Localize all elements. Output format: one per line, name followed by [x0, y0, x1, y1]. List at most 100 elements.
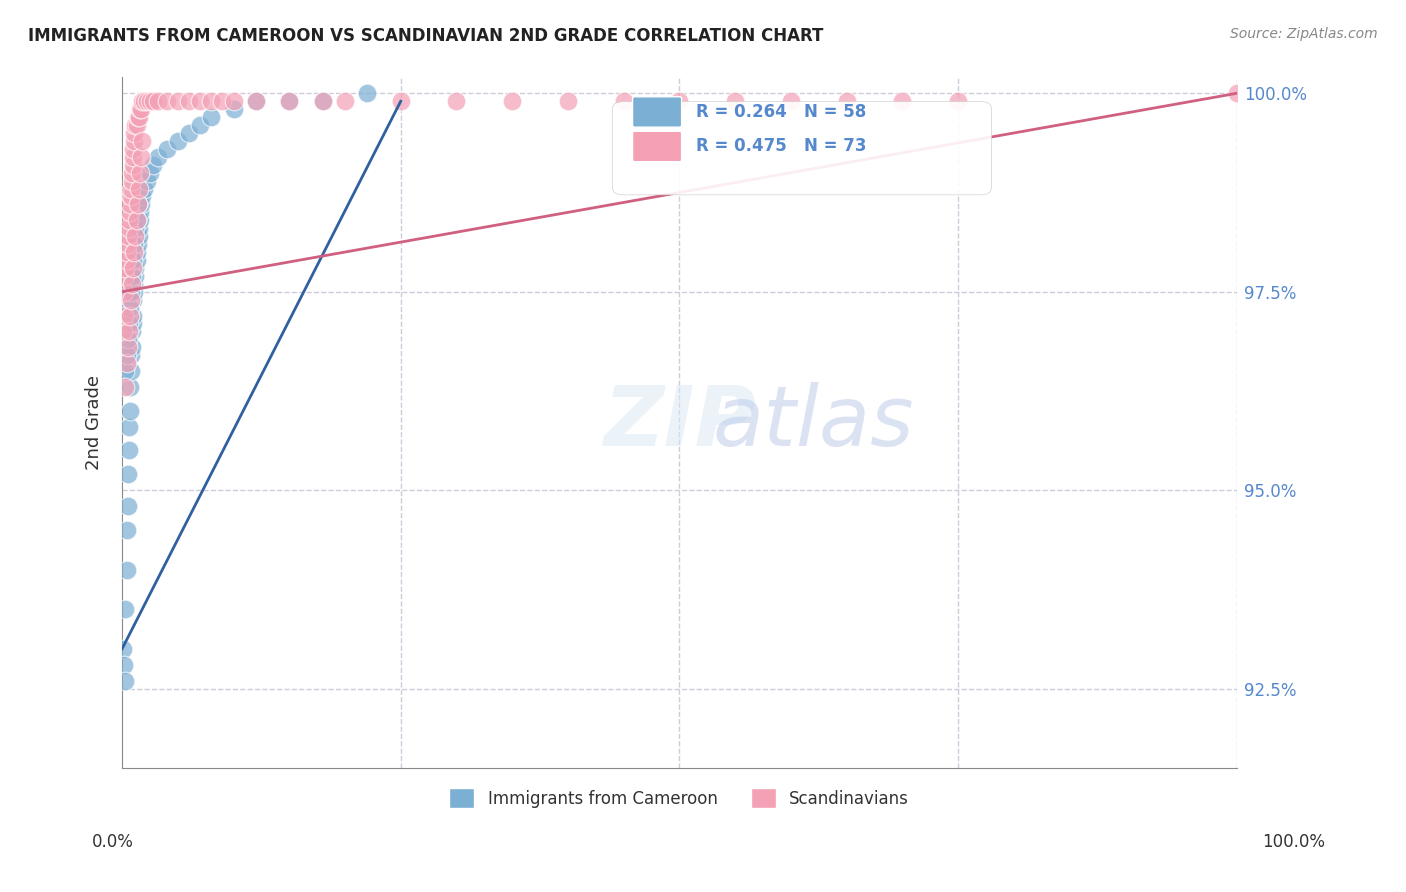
Point — [114, 602, 136, 616]
Point — [946, 95, 969, 109]
Point — [118, 404, 141, 418]
Point — [135, 95, 157, 109]
Point — [115, 356, 138, 370]
Point — [128, 110, 150, 124]
Text: IMMIGRANTS FROM CAMEROON VS SCANDINAVIAN 2ND GRADE CORRELATION CHART: IMMIGRANTS FROM CAMEROON VS SCANDINAVIAN… — [28, 27, 824, 45]
Point — [613, 95, 636, 109]
Point — [245, 95, 267, 109]
Point — [122, 158, 145, 172]
Point — [118, 380, 141, 394]
Point — [128, 229, 150, 244]
Text: 100.0%: 100.0% — [1263, 833, 1324, 851]
Point — [333, 95, 356, 109]
Point — [312, 95, 335, 109]
Point — [121, 268, 143, 283]
Point — [125, 213, 148, 227]
Point — [312, 95, 335, 109]
Point — [117, 499, 139, 513]
Point — [128, 181, 150, 195]
Point — [120, 364, 142, 378]
Point — [142, 158, 165, 172]
Point — [112, 641, 135, 656]
Point — [121, 325, 143, 339]
Point — [115, 348, 138, 362]
Point — [124, 118, 146, 132]
Point — [118, 419, 141, 434]
Point — [117, 229, 139, 244]
Point — [134, 95, 156, 109]
Text: Source: ZipAtlas.com: Source: ZipAtlas.com — [1230, 27, 1378, 41]
Point — [112, 285, 135, 299]
Point — [124, 221, 146, 235]
Point — [128, 102, 150, 116]
Point — [124, 268, 146, 283]
Point — [128, 166, 150, 180]
Point — [278, 95, 301, 109]
Point — [779, 95, 801, 109]
Point — [211, 95, 233, 109]
Point — [131, 95, 153, 109]
Point — [118, 221, 141, 235]
Point — [557, 95, 579, 109]
Point — [115, 523, 138, 537]
Point — [835, 95, 858, 109]
Legend: Immigrants from Cameroon, Scandinavians: Immigrants from Cameroon, Scandinavians — [443, 781, 915, 815]
Point — [129, 197, 152, 211]
Point — [118, 317, 141, 331]
Point — [166, 134, 188, 148]
Point — [146, 150, 169, 164]
Point — [177, 95, 200, 109]
Point — [121, 340, 143, 354]
Point — [389, 95, 412, 109]
Point — [124, 285, 146, 299]
Point — [200, 95, 222, 109]
Point — [127, 237, 149, 252]
Point — [125, 245, 148, 260]
Point — [501, 95, 523, 109]
FancyBboxPatch shape — [613, 102, 991, 194]
Point — [117, 340, 139, 354]
Point — [114, 380, 136, 394]
Point — [146, 95, 169, 109]
Point — [188, 118, 211, 132]
FancyBboxPatch shape — [633, 131, 682, 161]
Point — [127, 110, 149, 124]
Point — [122, 252, 145, 267]
Point — [115, 252, 138, 267]
Point — [278, 95, 301, 109]
Y-axis label: 2nd Grade: 2nd Grade — [86, 376, 103, 470]
Point — [122, 317, 145, 331]
Point — [122, 150, 145, 164]
Point — [135, 173, 157, 187]
Point — [112, 657, 135, 672]
Point — [118, 301, 141, 315]
Text: R = 0.475   N = 73: R = 0.475 N = 73 — [696, 137, 866, 155]
Point — [117, 237, 139, 252]
Point — [114, 268, 136, 283]
Point — [156, 142, 179, 156]
Point — [120, 293, 142, 307]
Point — [118, 325, 141, 339]
Point — [115, 245, 138, 260]
Point — [200, 110, 222, 124]
Point — [188, 95, 211, 109]
Point — [222, 102, 245, 116]
Text: 0.0%: 0.0% — [91, 833, 134, 851]
Point — [139, 166, 162, 180]
Point — [121, 166, 143, 180]
Point — [121, 173, 143, 187]
Point — [125, 252, 148, 267]
Point — [134, 181, 156, 195]
Point — [129, 102, 152, 116]
Point — [120, 285, 142, 299]
Point — [117, 467, 139, 482]
Text: ZIP: ZIP — [603, 382, 755, 463]
Point — [124, 229, 146, 244]
Point — [222, 95, 245, 109]
Point — [117, 332, 139, 346]
Point — [128, 213, 150, 227]
Point — [118, 443, 141, 458]
Point — [120, 181, 142, 195]
Point — [127, 197, 149, 211]
Point — [112, 309, 135, 323]
